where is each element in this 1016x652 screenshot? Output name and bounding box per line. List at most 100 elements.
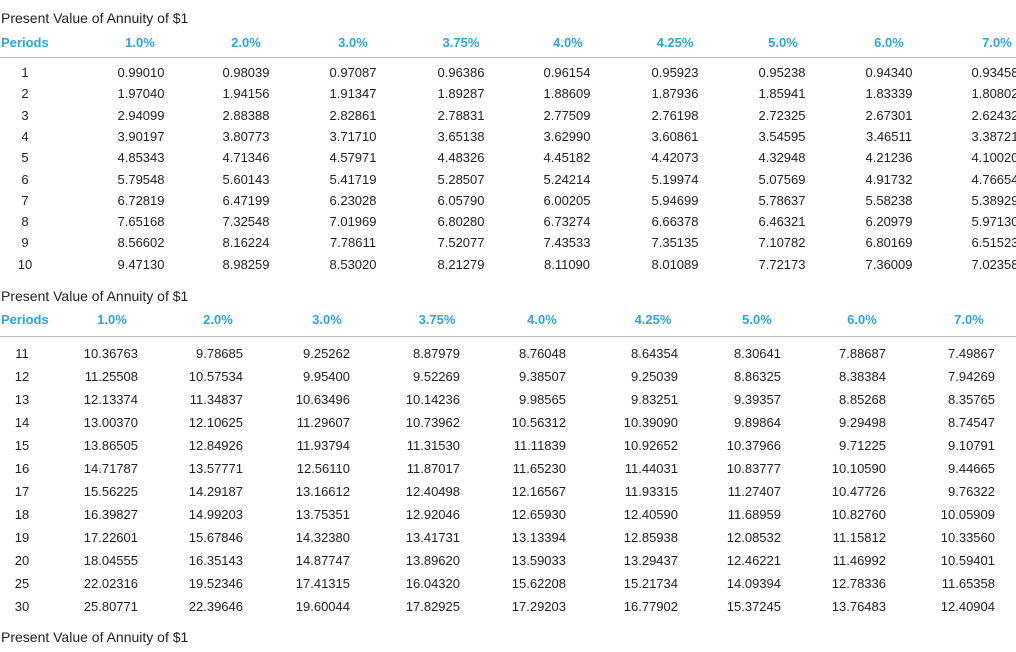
table-title: Present Value of Annuity of $1 xyxy=(1,629,189,645)
value-cell: 0.97087 xyxy=(329,65,377,80)
period-cell: 20 xyxy=(14,553,30,568)
rate-header: 3.75% xyxy=(442,35,480,50)
value-cell: 0.95923 xyxy=(651,65,699,80)
value-cell: 8.30641 xyxy=(734,346,781,361)
value-cell: 5.24214 xyxy=(543,171,591,187)
period-cell: 25 xyxy=(14,576,30,591)
value-cell: 5.07569 xyxy=(758,171,806,187)
value-cell: 12.10625 xyxy=(188,415,243,430)
value-cell: 14.87747 xyxy=(295,553,350,568)
value-cell: 9.98565 xyxy=(519,392,566,407)
value-cell: 9.29498 xyxy=(839,415,886,430)
value-cell: 17.29203 xyxy=(511,599,566,614)
value-cell: 1.87936 xyxy=(651,86,699,102)
period-cell: 14 xyxy=(14,415,30,430)
value-cell: 6.80169 xyxy=(865,235,913,251)
value-cell: 1.97040 xyxy=(117,86,165,102)
value-cell: 0.98039 xyxy=(222,65,270,80)
value-cell: 4.85343 xyxy=(117,150,165,166)
rate-header: 4.0% xyxy=(527,312,557,327)
value-cell: 10.57534 xyxy=(188,369,243,384)
value-cell: 4.48326 xyxy=(437,150,485,166)
value-cell: 8.16224 xyxy=(222,235,270,251)
value-cell: 5.78637 xyxy=(758,192,806,208)
rate-header: 7.0% xyxy=(982,35,1012,50)
value-cell: 9.89864 xyxy=(734,415,781,430)
value-cell: 11.65230 xyxy=(512,461,566,476)
rate-header: 4.25% xyxy=(634,312,672,327)
value-cell: 11.44031 xyxy=(624,461,678,476)
period-cell: 4 xyxy=(21,128,29,144)
rate-header: 4.25% xyxy=(656,35,694,50)
value-cell: 9.71225 xyxy=(839,438,886,453)
value-cell: 8.35765 xyxy=(948,392,995,407)
value-cell: 11.27407 xyxy=(727,484,781,499)
value-cell: 9.44665 xyxy=(948,461,995,476)
value-cell: 13.75351 xyxy=(295,507,350,522)
value-cell: 11.31530 xyxy=(406,438,460,453)
value-cell: 7.88687 xyxy=(839,346,886,361)
value-cell: 5.60143 xyxy=(222,171,270,187)
value-cell: 4.91732 xyxy=(865,171,913,187)
value-cell: 6.05790 xyxy=(437,192,485,208)
value-cell: 0.96386 xyxy=(437,65,485,80)
value-cell: 12.16567 xyxy=(511,484,566,499)
value-cell: 22.39646 xyxy=(188,599,243,614)
value-cell: 7.36009 xyxy=(865,256,913,272)
rate-header: 5.0% xyxy=(742,312,772,327)
value-cell: 7.94269 xyxy=(948,369,995,384)
period-cell: 3 xyxy=(21,107,29,123)
periods-header: Periods xyxy=(1,35,49,50)
value-cell: 15.21734 xyxy=(623,576,678,591)
value-cell: 10.82760 xyxy=(831,507,886,522)
value-cell: 3.65138 xyxy=(437,128,485,144)
value-cell: 13.29437 xyxy=(623,553,678,568)
value-cell: 1.88609 xyxy=(543,86,591,102)
value-cell: 7.10782 xyxy=(758,235,806,251)
rate-header: 3.75% xyxy=(418,312,456,327)
value-cell: 7.52077 xyxy=(437,235,485,251)
value-cell: 12.56110 xyxy=(296,461,350,476)
value-cell: 1.89287 xyxy=(437,86,485,102)
value-cell: 12.40904 xyxy=(940,599,995,614)
value-cell: 12.40590 xyxy=(623,507,678,522)
value-cell: 1.91347 xyxy=(329,86,377,102)
value-cell: 11.11839 xyxy=(513,438,566,453)
value-cell: 8.74547 xyxy=(948,415,995,430)
period-cell: 5 xyxy=(21,150,29,166)
value-cell: 2.72325 xyxy=(758,107,806,123)
period-cell: 18 xyxy=(14,507,30,522)
value-cell: 1.94156 xyxy=(222,86,270,102)
value-cell: 2.62432 xyxy=(971,107,1016,123)
value-cell: 13.13394 xyxy=(511,530,566,545)
value-cell: 11.93794 xyxy=(296,438,350,453)
value-cell: 13.76483 xyxy=(831,599,886,614)
value-cell: 0.99010 xyxy=(117,65,165,80)
value-cell: 2.94099 xyxy=(117,107,165,123)
period-cell: 19 xyxy=(14,530,30,545)
value-cell: 12.46221 xyxy=(726,553,781,568)
value-cell: 0.96154 xyxy=(543,65,591,80)
rate-header: 5.0% xyxy=(768,35,798,50)
rate-header: 1.0% xyxy=(97,312,127,327)
period-cell: 15 xyxy=(14,438,30,453)
value-cell: 5.28507 xyxy=(437,171,485,187)
value-cell: 6.66378 xyxy=(651,214,699,230)
value-cell: 11.68959 xyxy=(727,507,781,522)
value-cell: 15.37245 xyxy=(726,599,781,614)
value-cell: 11.93315 xyxy=(624,484,678,499)
value-cell: 5.41719 xyxy=(329,171,377,187)
value-cell: 9.25039 xyxy=(631,369,678,384)
value-cell: 12.84926 xyxy=(188,438,243,453)
value-cell: 2.78831 xyxy=(437,107,485,123)
period-cell: 17 xyxy=(14,484,30,499)
value-cell: 1.83339 xyxy=(865,86,913,102)
value-cell: 7.01969 xyxy=(329,214,377,230)
value-cell: 9.78685 xyxy=(196,346,243,361)
value-cell: 13.86505 xyxy=(83,438,138,453)
period-cell: 6 xyxy=(21,171,29,187)
value-cell: 2.67301 xyxy=(865,107,913,123)
value-cell: 3.60861 xyxy=(651,128,699,144)
value-cell: 9.83251 xyxy=(631,392,678,407)
value-cell: 3.90197 xyxy=(117,128,165,144)
